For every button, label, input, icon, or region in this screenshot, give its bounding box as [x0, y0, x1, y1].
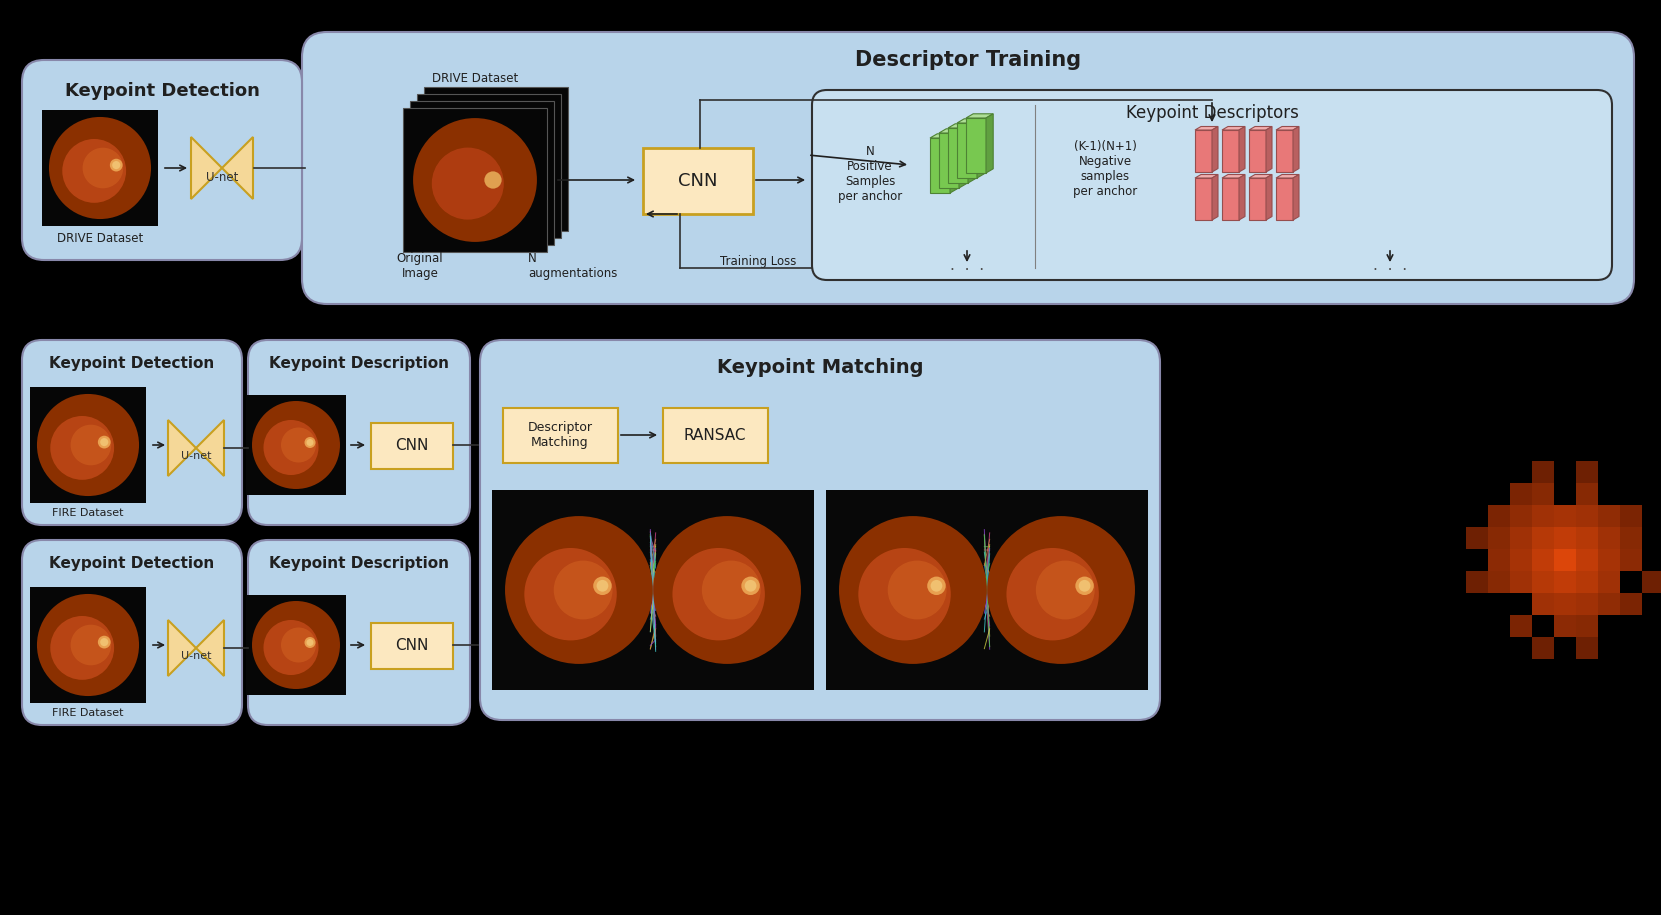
Bar [30, 587, 146, 703]
Text: CNN: CNN [395, 639, 429, 653]
FancyBboxPatch shape [247, 540, 470, 725]
Circle shape [304, 437, 316, 448]
Bar [1488, 571, 1510, 593]
Bar [1510, 549, 1531, 571]
Polygon shape [1222, 175, 1246, 178]
Text: N
augmentations: N augmentations [528, 252, 618, 280]
Bar [1510, 637, 1531, 659]
Circle shape [596, 580, 608, 592]
Bar [1619, 615, 1643, 637]
Bar [1576, 527, 1598, 549]
Bar [1576, 593, 1598, 615]
Text: Original
Image: Original Image [397, 252, 443, 280]
FancyBboxPatch shape [302, 32, 1634, 304]
Bar [1510, 505, 1531, 527]
Bar [246, 395, 345, 495]
Bar [410, 101, 555, 245]
Bar [643, 148, 752, 214]
Circle shape [414, 118, 537, 242]
Circle shape [987, 516, 1134, 664]
Bar [1467, 571, 1488, 593]
Circle shape [432, 147, 503, 220]
Polygon shape [1249, 175, 1272, 178]
Text: Keypoint Matching: Keypoint Matching [718, 358, 924, 377]
Text: CNN: CNN [395, 438, 429, 454]
Bar [1488, 505, 1510, 527]
Bar [1576, 615, 1598, 637]
Text: Keypoint Descriptors: Keypoint Descriptors [1126, 104, 1299, 122]
Circle shape [445, 134, 518, 206]
Circle shape [927, 576, 945, 595]
Bar [492, 490, 814, 690]
Circle shape [252, 401, 341, 489]
Circle shape [1078, 580, 1091, 592]
Polygon shape [1292, 126, 1299, 172]
Text: U-net: U-net [181, 651, 211, 662]
Circle shape [553, 561, 613, 619]
Circle shape [673, 548, 764, 640]
Text: Descriptor
Matching: Descriptor Matching [528, 421, 593, 449]
Bar [1531, 637, 1555, 659]
Text: Keypoint Detection: Keypoint Detection [65, 82, 259, 100]
Circle shape [48, 117, 151, 219]
Circle shape [63, 139, 126, 203]
Polygon shape [1239, 126, 1246, 172]
Polygon shape [938, 129, 967, 133]
Circle shape [741, 576, 759, 595]
FancyBboxPatch shape [480, 340, 1159, 720]
Circle shape [50, 616, 115, 680]
Bar [1510, 615, 1531, 637]
Polygon shape [1292, 175, 1299, 220]
Polygon shape [1266, 126, 1272, 172]
Bar [948, 128, 968, 183]
Bar [1276, 178, 1292, 220]
Polygon shape [191, 137, 223, 199]
Circle shape [744, 580, 756, 592]
Circle shape [434, 97, 558, 221]
Circle shape [930, 580, 942, 592]
Circle shape [1007, 548, 1100, 640]
Polygon shape [987, 113, 993, 173]
Bar [1531, 593, 1555, 615]
Circle shape [110, 158, 123, 171]
Circle shape [37, 394, 140, 496]
Bar [1531, 483, 1555, 505]
Bar [967, 118, 987, 173]
Bar [1531, 505, 1555, 527]
Bar [1619, 527, 1643, 549]
Circle shape [281, 628, 316, 662]
Bar [1510, 571, 1531, 593]
Bar [1555, 527, 1576, 549]
Bar [1619, 483, 1643, 505]
Circle shape [37, 594, 140, 696]
Bar [42, 110, 158, 226]
Bar [1276, 130, 1292, 172]
Bar [1531, 461, 1555, 483]
Circle shape [439, 141, 512, 212]
Text: (K-1)(N+1)
Negative
samples
per anchor: (K-1)(N+1) Negative samples per anchor [1073, 140, 1138, 198]
Circle shape [1036, 561, 1095, 619]
Bar [404, 108, 546, 252]
Bar [1194, 130, 1213, 172]
Bar [370, 423, 453, 469]
Circle shape [264, 420, 319, 475]
FancyBboxPatch shape [22, 60, 302, 260]
Bar [1598, 593, 1619, 615]
Polygon shape [1249, 126, 1272, 130]
FancyBboxPatch shape [247, 340, 470, 525]
Bar [1467, 593, 1488, 615]
Bar [1222, 130, 1239, 172]
Text: N
Positive
Samples
per anchor: N Positive Samples per anchor [837, 145, 902, 203]
Bar [1598, 637, 1619, 659]
Polygon shape [1276, 126, 1299, 130]
Polygon shape [977, 119, 985, 178]
Bar [1555, 571, 1576, 593]
Bar [1531, 571, 1555, 593]
Circle shape [453, 126, 525, 199]
Bar [1467, 505, 1488, 527]
Polygon shape [967, 113, 993, 118]
Polygon shape [930, 134, 957, 138]
Circle shape [264, 620, 319, 675]
Bar [1249, 178, 1266, 220]
Circle shape [100, 638, 108, 646]
